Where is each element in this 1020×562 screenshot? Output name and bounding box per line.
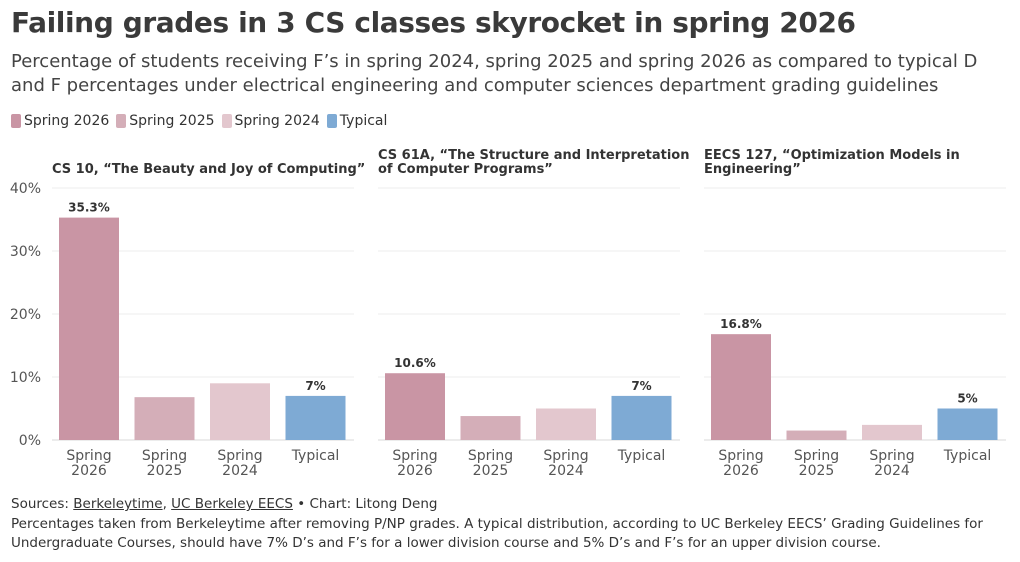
bar-1: [385, 373, 445, 440]
panel-title: Engineering”: [704, 162, 801, 177]
y-tick-label: 20%: [10, 307, 41, 323]
sources-prefix: Sources:: [11, 496, 74, 512]
source-link-uc-berkeley-eecs[interactable]: UC Berkeley EECS: [171, 496, 293, 512]
panel-title: CS 10, “The Beauty and Joy of Computing”: [52, 162, 365, 177]
source-link-berkeleytime[interactable]: Berkeleytime: [73, 496, 163, 512]
x-tick-label: Spring: [468, 448, 513, 464]
x-tick-label: Spring: [142, 448, 187, 464]
data-label: 35.3%: [68, 201, 110, 215]
legend-swatch: [116, 114, 127, 128]
legend-item-spring-2025: Spring 2025: [116, 113, 215, 129]
legend-label: Typical: [339, 113, 388, 129]
x-tick-label: 2024: [548, 463, 584, 479]
x-tick-label: Typical: [291, 448, 340, 464]
x-tick-label: 2026: [71, 463, 107, 479]
legend-swatch: [221, 114, 232, 128]
panel-2: CS 61A, “The Structure and Interpretatio…: [378, 148, 689, 479]
chart-title: Failing grades in 3 CS classes skyrocket…: [11, 6, 856, 39]
legend-item-spring-2024: Spring 2024: [221, 113, 320, 129]
data-label: 10.6%: [394, 356, 436, 370]
bar-1: [59, 217, 119, 440]
bar-3: [210, 383, 270, 440]
bar-2: [134, 397, 195, 440]
x-tick-label: 2024: [874, 463, 910, 479]
x-tick-label: 2026: [397, 463, 433, 479]
legend-item-spring-2026: Spring 2026: [11, 113, 109, 129]
x-tick-label: Spring: [66, 448, 111, 464]
small-multiples-bar-charts: 0% 10% 20% 30% 40% CS 10, “The Beauty and Joy…: [10, 148, 1006, 479]
legend-swatch: [326, 114, 337, 128]
bar-1: [711, 334, 771, 440]
data-label: 16.8%: [720, 317, 762, 331]
sources-separator: ,: [162, 496, 172, 512]
y-tick-label: 0%: [19, 433, 41, 449]
x-tick-label: 2024: [222, 463, 258, 479]
panel-title: EECS 127, “Optimization Models in: [704, 148, 960, 163]
bar-4: [937, 408, 998, 440]
legend-label: Spring 2024: [234, 113, 320, 129]
y-tick-label: 10%: [10, 370, 41, 386]
bar-2: [460, 416, 521, 440]
panel-3: EECS 127, “Optimization Models inEnginee…: [704, 148, 1006, 479]
x-tick-label: Spring: [869, 448, 914, 464]
sources-line: Sources: Berkeleytime, UC Berkeley EECS …: [11, 495, 1011, 515]
y-tick-label: 40%: [10, 181, 41, 197]
legend-swatch: [11, 114, 21, 128]
chart-credit: • Chart: Litong Deng: [292, 496, 438, 512]
data-label: 5%: [957, 392, 977, 406]
y-tick-label: 30%: [10, 244, 41, 260]
bar-2: [786, 430, 847, 440]
chart-subtitle: Percentage of students receiving F’s in …: [11, 51, 978, 96]
legend-label: Spring 2025: [129, 113, 215, 129]
x-tick-label: Spring: [543, 448, 588, 464]
x-tick-label: 2025: [147, 463, 183, 479]
x-tick-label: Spring: [392, 448, 437, 464]
legend-label: Spring 2026: [24, 113, 110, 129]
bar-4: [285, 395, 346, 440]
x-tick-label: Spring: [217, 448, 262, 464]
panel-1: 0% 10% 20% 30% 40% CS 10, “The Beauty and Joy…: [10, 162, 365, 479]
legend: Spring 2026 Spring 2025 Spring 2024 Typi…: [11, 113, 387, 129]
data-label: 7%: [305, 379, 325, 393]
panel-title: CS 61A, “The Structure and Interpretatio…: [378, 148, 689, 163]
legend-item-typical: Typical: [326, 113, 388, 129]
x-tick-label: Typical: [617, 448, 666, 464]
bar-3: [536, 408, 596, 440]
panel-title: of Computer Programs”: [378, 162, 553, 177]
x-tick-label: 2025: [799, 463, 835, 479]
x-tick-label: Spring: [718, 448, 763, 464]
x-tick-label: Typical: [943, 448, 992, 464]
data-label: 7%: [631, 379, 651, 393]
footer-note: Percentages taken from Berkeleytime afte…: [11, 515, 983, 552]
footer: Sources: Berkeleytime, UC Berkeley EECS …: [11, 495, 1011, 554]
bar-4: [611, 395, 672, 440]
bar-3: [862, 424, 922, 440]
x-tick-label: Spring: [794, 448, 839, 464]
x-tick-label: 2025: [473, 463, 509, 479]
x-tick-label: 2026: [723, 463, 759, 479]
